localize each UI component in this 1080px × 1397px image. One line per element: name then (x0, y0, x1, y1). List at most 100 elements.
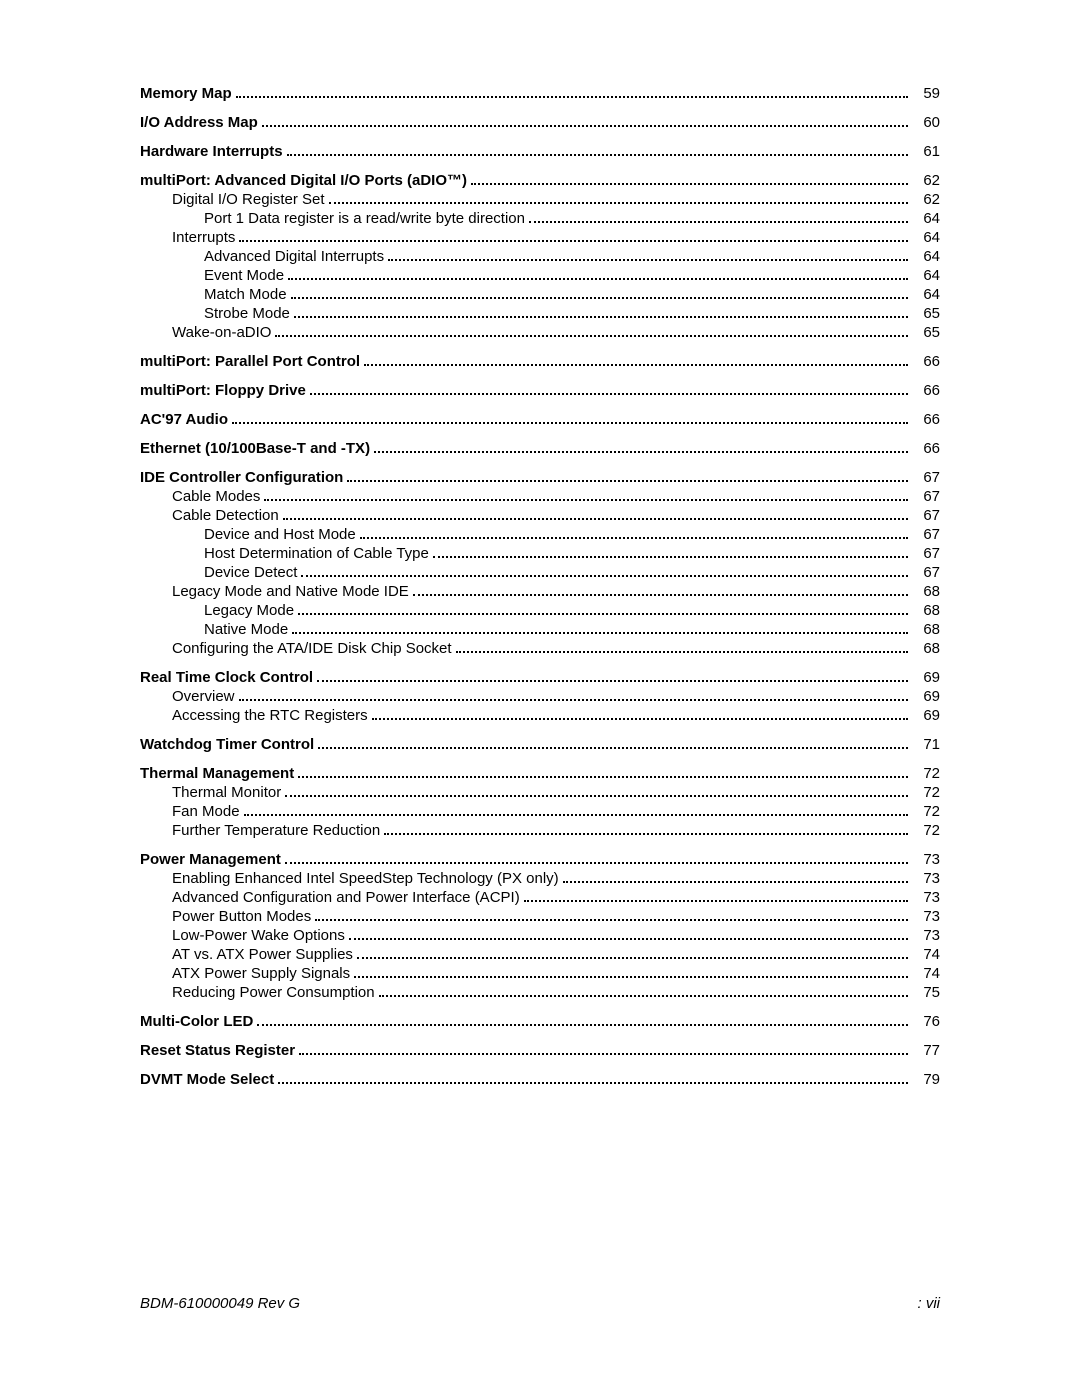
toc-entry-page: 68 (912, 640, 940, 657)
toc-entry-page: 64 (912, 267, 940, 284)
toc-entry-label: Overview (172, 688, 235, 705)
toc-entry[interactable]: ATX Power Supply Signals74 (140, 965, 940, 982)
section-gap (140, 755, 940, 765)
section-gap (140, 1032, 940, 1042)
toc-entry[interactable]: Multi-Color LED76 (140, 1013, 940, 1030)
toc-entry-label: Match Mode (204, 286, 287, 303)
toc-entry[interactable]: Overview69 (140, 688, 940, 705)
toc-entry[interactable]: Digital I/O Register Set62 (140, 191, 940, 208)
toc-entry-page: 66 (912, 440, 940, 457)
toc-entry[interactable]: Interrupts64 (140, 229, 940, 246)
toc-dot-leader (236, 96, 908, 98)
section-gap (140, 459, 940, 469)
toc-entry-page: 67 (912, 526, 940, 543)
toc-entry[interactable]: Port 1 Data register is a read/write byt… (140, 210, 940, 227)
toc-entry-page: 67 (912, 564, 940, 581)
toc-entry-label: Strobe Mode (204, 305, 290, 322)
toc-dot-leader (294, 316, 908, 318)
footer-page-number: : vii (918, 1295, 941, 1312)
toc-entry[interactable]: Fan Mode72 (140, 803, 940, 820)
toc-entry[interactable]: Match Mode64 (140, 286, 940, 303)
toc-entry-label: Memory Map (140, 85, 232, 102)
toc-entry-page: 67 (912, 545, 940, 562)
toc-entry[interactable]: Accessing the RTC Registers69 (140, 707, 940, 724)
toc-entry[interactable]: Native Mode68 (140, 621, 940, 638)
toc-entry-page: 73 (912, 889, 940, 906)
toc-entry-page: 69 (912, 707, 940, 724)
toc-entry[interactable]: Legacy Mode68 (140, 602, 940, 619)
toc-entry[interactable]: AT vs. ATX Power Supplies74 (140, 946, 940, 963)
toc-entry-page: 77 (912, 1042, 940, 1059)
toc-dot-leader (275, 335, 908, 337)
toc-entry[interactable]: Ethernet (10/100Base-T and -TX) 66 (140, 440, 940, 457)
toc-entry[interactable]: Legacy Mode and Native Mode IDE68 (140, 583, 940, 600)
toc-entry[interactable]: Watchdog Timer Control71 (140, 736, 940, 753)
toc-entry[interactable]: Cable Modes 67 (140, 488, 940, 505)
toc-entry-page: 68 (912, 602, 940, 619)
toc-entry[interactable]: Device Detect67 (140, 564, 940, 581)
toc-entry[interactable]: Power Button Modes73 (140, 908, 940, 925)
toc-dot-leader (456, 651, 908, 653)
toc-entry-label: Thermal Monitor (172, 784, 281, 801)
toc-entry-page: 64 (912, 210, 940, 227)
toc-entry-label: Hardware Interrupts (140, 143, 283, 160)
toc-entry[interactable]: Advanced Digital Interrupts64 (140, 248, 940, 265)
toc-dot-leader (301, 575, 908, 577)
toc-entry[interactable]: multiPort: Parallel Port Control66 (140, 353, 940, 370)
section-gap (140, 659, 940, 669)
toc-entry[interactable]: Real Time Clock Control69 (140, 669, 940, 686)
toc-entry[interactable]: Device and Host Mode67 (140, 526, 940, 543)
toc-dot-leader (413, 594, 908, 596)
toc-dot-leader (357, 957, 908, 959)
section-gap (140, 726, 940, 736)
toc-entry-label: Cable Modes (172, 488, 260, 505)
toc-entry[interactable]: Configuring the ATA/IDE Disk Chip Socket… (140, 640, 940, 657)
toc-entry[interactable]: AC'97 Audio66 (140, 411, 940, 428)
toc-entry[interactable]: multiPort: Advanced Digital I/O Ports (a… (140, 172, 940, 189)
toc-dot-leader (388, 259, 908, 261)
toc-entry[interactable]: Event Mode64 (140, 267, 940, 284)
toc-entry[interactable]: Host Determination of Cable Type67 (140, 545, 940, 562)
toc-entry-page: 67 (912, 507, 940, 524)
toc-entry[interactable]: multiPort: Floppy Drive66 (140, 382, 940, 399)
toc-entry[interactable]: Thermal Monitor 72 (140, 784, 940, 801)
toc-entry[interactable]: Thermal Management72 (140, 765, 940, 782)
toc-entry[interactable]: Further Temperature Reduction72 (140, 822, 940, 839)
toc-entry[interactable]: Reducing Power Consumption75 (140, 984, 940, 1001)
toc-dot-leader (384, 833, 908, 835)
toc-entry-label: Digital I/O Register Set (172, 191, 325, 208)
toc-entry[interactable]: Cable Detection 67 (140, 507, 940, 524)
toc-entry[interactable]: Wake-on-aDIO65 (140, 324, 940, 341)
toc-dot-leader (364, 364, 908, 366)
toc-entry-page: 67 (912, 488, 940, 505)
toc-entry-label: multiPort: Advanced Digital I/O Ports (a… (140, 172, 467, 189)
toc-entry[interactable]: Low-Power Wake Options73 (140, 927, 940, 944)
toc-entry-label: AT vs. ATX Power Supplies (172, 946, 353, 963)
section-gap (140, 133, 940, 143)
toc-entry-label: Port 1 Data register is a read/write byt… (204, 210, 525, 227)
toc-entry-label: Wake-on-aDIO (172, 324, 271, 341)
table-of-contents: Memory Map59 I/O Address Map60 Hardware In… (140, 85, 940, 1088)
toc-entry-page: 68 (912, 583, 940, 600)
toc-entry[interactable]: DVMT Mode Select79 (140, 1071, 940, 1088)
toc-entry[interactable]: Strobe Mode65 (140, 305, 940, 322)
toc-entry-page: 72 (912, 784, 940, 801)
toc-entry-page: 66 (912, 382, 940, 399)
toc-entry[interactable]: Enabling Enhanced Intel SpeedStep Techno… (140, 870, 940, 887)
toc-entry[interactable]: Hardware Interrupts61 (140, 143, 940, 160)
toc-entry[interactable]: Advanced Configuration and Power Interfa… (140, 889, 940, 906)
toc-entry-label: Further Temperature Reduction (172, 822, 380, 839)
toc-entry-page: 67 (912, 469, 940, 486)
section-gap (140, 1061, 940, 1071)
toc-entry-label: DVMT Mode Select (140, 1071, 274, 1088)
toc-dot-leader (239, 240, 908, 242)
toc-dot-leader (529, 221, 908, 223)
toc-entry-label: Cable Detection (172, 507, 279, 524)
toc-dot-leader (299, 1053, 908, 1055)
toc-entry-label: Ethernet (10/100Base-T and -TX) (140, 440, 370, 457)
toc-entry[interactable]: IDE Controller Configuration67 (140, 469, 940, 486)
toc-entry[interactable]: I/O Address Map60 (140, 114, 940, 131)
toc-entry[interactable]: Reset Status Register77 (140, 1042, 940, 1059)
toc-entry[interactable]: Power Management73 (140, 851, 940, 868)
toc-entry[interactable]: Memory Map59 (140, 85, 940, 102)
